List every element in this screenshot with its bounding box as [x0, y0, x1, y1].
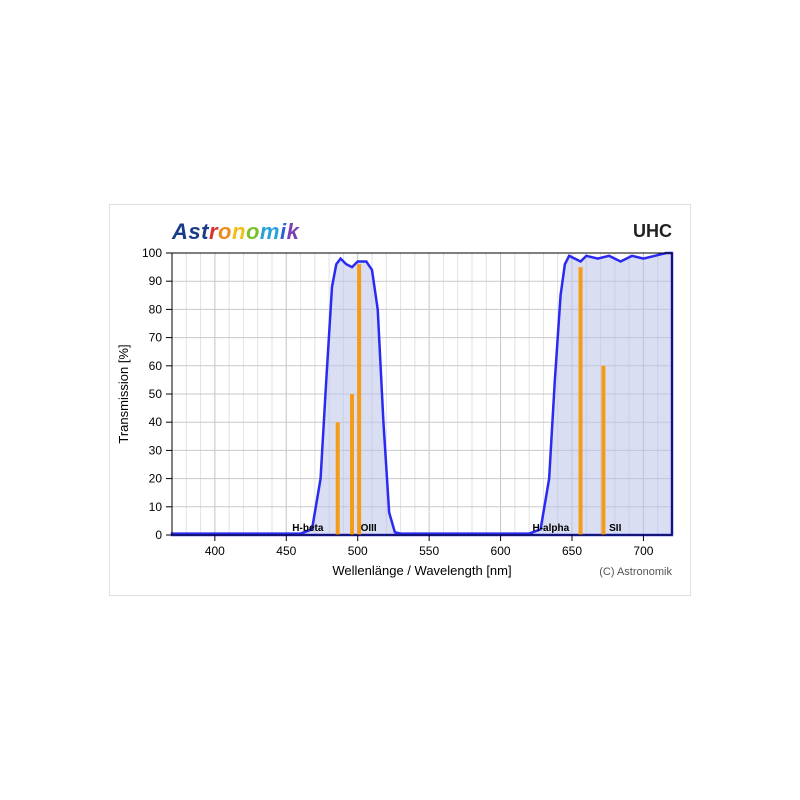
transmission-chart: H-betaOIIIH-alphaSII40045050055060065070… [110, 205, 690, 595]
y-tick-label: 100 [142, 246, 162, 260]
x-tick-label: 500 [348, 544, 368, 558]
copyright: (C) Astronomik [599, 566, 672, 578]
y-tick-label: 90 [149, 274, 163, 288]
y-tick-label: 0 [155, 528, 162, 542]
x-tick-label: 450 [276, 544, 296, 558]
x-axis-label: Wellenlänge / Wavelength [nm] [332, 563, 511, 578]
y-tick-label: 40 [149, 415, 163, 429]
emission-label: SII [609, 523, 621, 534]
emission-label: OIII [361, 523, 377, 534]
y-tick-label: 50 [149, 387, 163, 401]
y-tick-label: 80 [149, 302, 163, 316]
x-tick-label: 700 [633, 544, 653, 558]
x-tick-label: 550 [419, 544, 439, 558]
y-tick-label: 10 [149, 500, 163, 514]
emission-label: H-alpha [532, 523, 569, 534]
x-tick-label: 650 [562, 544, 582, 558]
x-tick-label: 400 [205, 544, 225, 558]
y-tick-label: 60 [149, 359, 163, 373]
filter-chart-card: Astronomik UHC H-betaOIIIH-alphaSII40045… [109, 204, 691, 596]
emission-label: H-beta [292, 523, 324, 534]
y-tick-label: 20 [149, 472, 163, 486]
y-axis-label: Transmission [%] [116, 344, 131, 443]
y-tick-label: 30 [149, 443, 163, 457]
x-tick-label: 600 [491, 544, 511, 558]
y-tick-label: 70 [149, 331, 163, 345]
